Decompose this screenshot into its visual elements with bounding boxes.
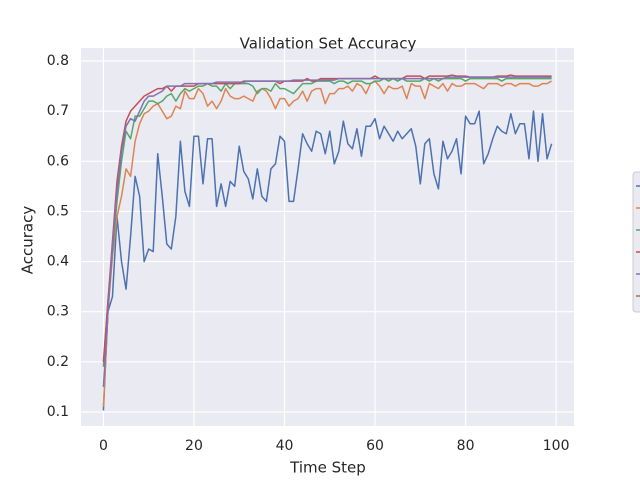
y-tick-label: 0.1 bbox=[47, 404, 69, 420]
y-tick-label: 0.3 bbox=[47, 304, 69, 320]
series-line bbox=[102, 80, 552, 407]
series-line bbox=[102, 110, 553, 411]
x-tick-label: 60 bbox=[366, 438, 384, 454]
y-axis-label: Accuracy bbox=[19, 206, 37, 275]
y-tick-label: 0.2 bbox=[47, 354, 69, 370]
legend-box bbox=[632, 171, 640, 313]
x-tick-label: 100 bbox=[543, 438, 570, 454]
x-tick-label: 0 bbox=[99, 438, 108, 454]
x-axis-label: Time Step bbox=[289, 459, 366, 477]
chart-title: Validation Set Accuracy bbox=[240, 35, 417, 53]
y-tick-label: 0.6 bbox=[47, 153, 69, 169]
y-tick-label: 0.7 bbox=[47, 103, 69, 119]
grid bbox=[81, 48, 574, 426]
y-tick-label: 0.4 bbox=[47, 254, 69, 270]
x-tick-label: 80 bbox=[457, 438, 475, 454]
series-line bbox=[102, 76, 552, 387]
lines bbox=[102, 74, 553, 411]
legend bbox=[632, 171, 640, 313]
y-tick-label: 0.8 bbox=[47, 53, 69, 69]
x-tick-label: 20 bbox=[185, 438, 203, 454]
y-tick-label: 0.5 bbox=[47, 203, 69, 219]
series-line bbox=[102, 77, 552, 367]
x-tick-label: 40 bbox=[276, 438, 294, 454]
